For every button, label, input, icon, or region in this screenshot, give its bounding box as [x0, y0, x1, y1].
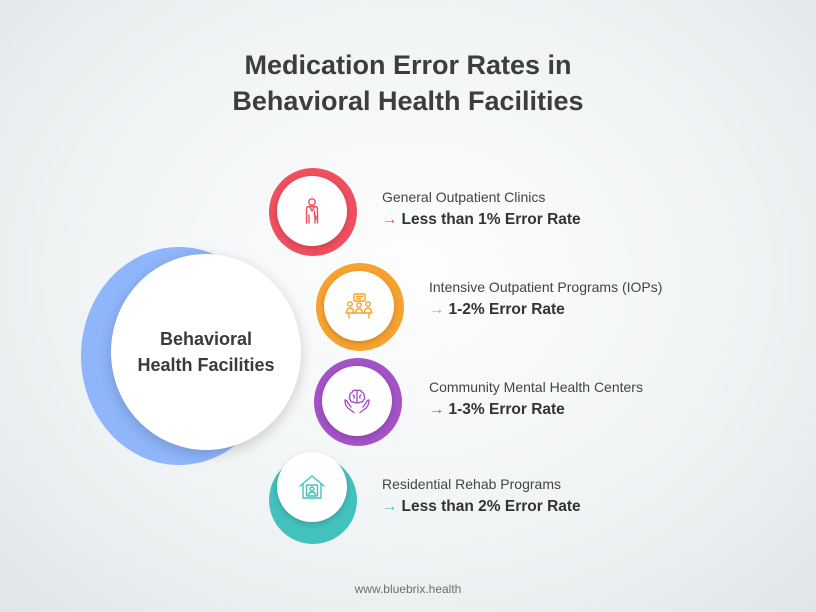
arrow-icon: →	[382, 211, 398, 228]
arrow-icon: →	[429, 301, 445, 318]
group-meeting-icon	[345, 293, 373, 319]
item-name: Intensive Outpatient Programs (IOPs)	[429, 279, 663, 295]
title-line-1: Medication Error Rates in	[244, 50, 572, 80]
item-rate: 1-2% Error Rate	[448, 301, 565, 318]
node-iop	[324, 271, 394, 341]
item-name: Community Mental Health Centers	[429, 379, 643, 395]
item-rate: Less than 1% Error Rate	[401, 211, 581, 228]
label-community: Community Mental Health Centers → 1-3% Er…	[429, 377, 643, 421]
item-name: General Outpatient Clinics	[382, 189, 546, 205]
item-rate-row: → Less than 2% Error Rate	[382, 496, 581, 518]
house-person-icon	[299, 475, 325, 499]
hub-label-line-1: Behavioral	[159, 329, 253, 349]
label-residential: Residential Rehab Programs → Less than 2%…	[382, 474, 581, 518]
footer-url: www.bluebrix.health	[354, 582, 462, 596]
item-rate: 1-3% Error Rate	[448, 401, 565, 418]
item-name: Residential Rehab Programs	[382, 476, 561, 492]
doctor-icon	[305, 198, 319, 224]
node-residential	[277, 452, 347, 522]
arrow-icon: →	[429, 401, 445, 418]
item-rate-row: → 1-2% Error Rate	[429, 299, 662, 321]
page-title: Medication Error Rates in Behavioral Hea…	[0, 47, 816, 119]
item-rate: Less than 2% Error Rate	[401, 498, 581, 515]
title-line-2: Behavioral Health Facilities	[232, 86, 584, 116]
item-rate-row: → 1-3% Error Rate	[429, 399, 643, 421]
node-outpatient	[277, 176, 347, 246]
label-iop: Intensive Outpatient Programs (IOPs) → 1-…	[429, 277, 662, 321]
label-outpatient: General Outpatient Clinics → Less than 1%…	[382, 187, 581, 231]
brain-in-hands-icon	[344, 389, 370, 414]
node-community	[322, 366, 392, 436]
item-rate-row: → Less than 1% Error Rate	[382, 209, 581, 231]
arrow-icon: →	[382, 498, 398, 515]
hub-label-line-2: Health Facilities	[137, 355, 275, 375]
hub-circle: Behavioral Health Facilities	[111, 254, 301, 450]
